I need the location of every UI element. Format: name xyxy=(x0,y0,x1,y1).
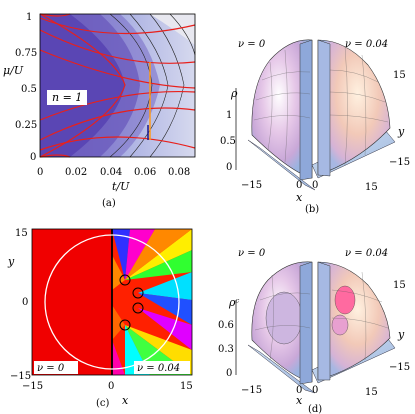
y-tick: −15 xyxy=(389,157,410,168)
x-tick: 0 xyxy=(108,381,114,392)
x-tick: 0 xyxy=(312,180,318,191)
z-tick: 0.3 xyxy=(218,344,234,355)
panel-c: ν = 0 ν = 0.04 15 y 0 −15 −15 0 15 x (c) xyxy=(7,228,193,409)
vortex-markers xyxy=(119,274,144,331)
label-nu-0: ν = 0 xyxy=(238,39,266,50)
density-surface-left xyxy=(251,39,313,179)
x-tick: 0 xyxy=(37,167,43,178)
z-tick: 0 xyxy=(226,368,232,379)
region-label: n = 1 xyxy=(52,91,82,104)
vortex-dip xyxy=(334,285,356,315)
surface-mesh xyxy=(254,271,389,361)
x-tick: 15 xyxy=(180,381,193,392)
x-axis-label: t/U xyxy=(112,180,130,193)
x-tick: 0.02 xyxy=(65,167,87,178)
y-axis-label: y xyxy=(397,125,405,138)
phase-right-vortices xyxy=(112,229,192,375)
y-tick: −15 xyxy=(10,371,31,382)
surface-mesh xyxy=(253,45,389,166)
x-axis-label: x xyxy=(296,191,303,204)
condensate-surface-right xyxy=(317,261,391,381)
y-tick: −15 xyxy=(389,362,410,373)
y-tick: 0 xyxy=(30,152,36,163)
y-axis-label: y xyxy=(7,255,15,268)
x-tick: −15 xyxy=(241,180,262,191)
panel-c-frame xyxy=(31,228,193,376)
y-tick: 1 xyxy=(26,12,32,23)
y-axis-label: y xyxy=(397,328,405,341)
y-axis-label: μ/U xyxy=(3,64,24,77)
panel-d: ρᶜ 0.6 0.3 0 ν = 0 ν = 0.04 −15 0 0 15 x… xyxy=(218,248,410,414)
y-tick: 0.25 xyxy=(15,120,37,131)
region-label-box xyxy=(47,90,87,105)
cut-face xyxy=(317,39,331,177)
x-tick: 0 xyxy=(296,180,302,191)
z-tick: 0.6 xyxy=(218,320,234,331)
y-tick: 15 xyxy=(393,280,406,291)
vortex-dip xyxy=(331,314,349,336)
caption-a: (a) xyxy=(102,198,116,209)
mott-lobe xyxy=(40,14,125,157)
caption-d: (d) xyxy=(308,404,322,414)
panel-a-frame xyxy=(39,13,196,158)
label-nu-0: ν = 0 xyxy=(37,363,65,374)
x-tick: 0.06 xyxy=(134,167,156,178)
label-nu-004: ν = 0.04 xyxy=(345,248,388,259)
x-tick: 0.08 xyxy=(168,167,190,178)
red-curves xyxy=(39,13,196,158)
panel-b: ρ 1 0.5 0 ν = 0 ν = 0.04 −15 0 0 15 x 15… xyxy=(220,39,410,215)
base-plate xyxy=(247,344,316,394)
cut-face xyxy=(299,39,313,181)
contour-band xyxy=(150,14,195,45)
ring-hollow xyxy=(265,291,303,345)
label-nu-004: ν = 0.04 xyxy=(137,363,180,374)
y-tick: 0 xyxy=(22,297,28,308)
x-tick: 0 xyxy=(296,385,302,396)
z-tick: 1 xyxy=(226,110,232,121)
y-tick: 0.5 xyxy=(21,84,37,95)
base-plate xyxy=(247,139,316,191)
caption-c: (c) xyxy=(96,398,110,409)
y-tick: 15 xyxy=(393,70,406,81)
phase-left-uniform xyxy=(32,229,112,375)
panel-a: n = 1 1 0.75 0.5 0.25 0 μ/U 0 0.02 0.04 … xyxy=(3,12,196,209)
density-surface-right xyxy=(317,39,391,176)
cut-face xyxy=(299,261,313,385)
label-box xyxy=(34,361,78,374)
x-axis-label: x xyxy=(122,394,129,407)
x-tick: 15 xyxy=(365,387,378,398)
z-axis-label: ρ xyxy=(230,87,238,100)
y-tick: 0.75 xyxy=(15,48,37,59)
x-tick: 15 xyxy=(365,182,378,193)
label-nu-004: ν = 0.04 xyxy=(345,39,388,50)
label-box xyxy=(134,361,190,374)
x-tick: 0 xyxy=(312,385,318,396)
z-tick: 0.5 xyxy=(220,136,236,147)
x-tick: −15 xyxy=(241,385,262,396)
y-tick: 15 xyxy=(15,228,28,239)
label-nu-0: ν = 0 xyxy=(238,248,266,259)
z-axis-label: ρᶜ xyxy=(228,296,239,309)
x-tick: −15 xyxy=(22,381,43,392)
caption-b: (b) xyxy=(305,204,319,215)
cut-face xyxy=(317,261,331,381)
x-axis-label: x xyxy=(296,394,303,407)
x-tick: 0.04 xyxy=(100,167,122,178)
trap-circle xyxy=(44,234,180,370)
z-tick: 0 xyxy=(226,162,232,173)
